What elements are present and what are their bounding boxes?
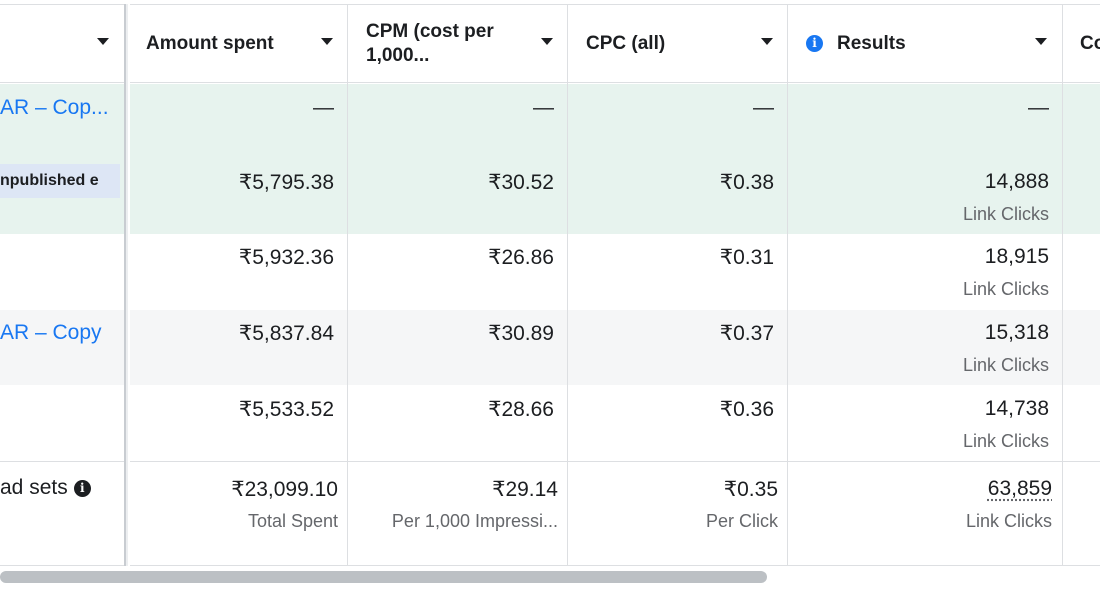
header-next-column[interactable]: Co xyxy=(1080,4,1100,83)
total-cpm-label: Per 1,000 Impressi... xyxy=(392,511,558,532)
amount-spent-value: ₹5,932.36 xyxy=(239,245,334,270)
total-cpm: ₹29.14 xyxy=(492,477,558,502)
total-cpc: ₹0.35 xyxy=(724,477,778,502)
total-results[interactable]: 63,859 xyxy=(988,477,1052,501)
results-value: 14,888 xyxy=(985,170,1049,194)
results-caret-icon[interactable] xyxy=(1035,38,1047,45)
header-amount-spent[interactable]: Amount spent xyxy=(146,4,274,83)
cpc-value: ₹0.37 xyxy=(720,321,774,346)
results-type: Link Clicks xyxy=(963,204,1049,225)
results-value: 15,318 xyxy=(985,321,1049,345)
cpm-caret-icon[interactable] xyxy=(541,38,553,45)
header-label: Co xyxy=(1080,32,1100,56)
cpm-value: ₹30.52 xyxy=(488,170,554,195)
horizontal-scrollbar-thumb[interactable] xyxy=(0,571,767,583)
amount-spent-caret-icon[interactable] xyxy=(321,38,333,45)
cpc-value: ₹0.36 xyxy=(720,397,774,422)
total-amount-spent-label: Total Spent xyxy=(248,511,338,532)
amount-spent-value: ₹5,837.84 xyxy=(239,321,334,346)
amount-spent-value: ₹5,533.52 xyxy=(239,397,334,422)
results-type: Link Clicks xyxy=(963,279,1049,300)
header-label: CPC (all) xyxy=(586,32,665,56)
cpc-value: ₹0.31 xyxy=(720,245,774,270)
column-divider xyxy=(347,4,348,566)
info-icon[interactable]: i xyxy=(806,35,823,52)
summary-label: ad sets i xyxy=(0,476,91,500)
results-type: Link Clicks xyxy=(963,431,1049,452)
header-label: Amount spent xyxy=(146,32,274,56)
pinned-column-divider[interactable] xyxy=(124,4,130,566)
name-column-sort-caret-icon[interactable] xyxy=(97,38,109,45)
header-results[interactable]: i Results xyxy=(806,4,906,83)
column-divider xyxy=(567,4,568,566)
results-value: 18,915 xyxy=(985,245,1049,269)
results-value: 14,738 xyxy=(985,397,1049,421)
column-divider xyxy=(787,4,788,566)
ad-set-name-link[interactable]: AR – Cop... xyxy=(0,96,109,120)
header-cpc[interactable]: CPC (all) xyxy=(586,4,665,83)
ad-set-name-link[interactable]: AR – Copy xyxy=(0,321,102,345)
total-results-label: Link Clicks xyxy=(966,511,1052,532)
summary-label-text: ad sets xyxy=(0,476,68,500)
cpm-value: — xyxy=(533,96,554,120)
cpm-value: ₹28.66 xyxy=(488,397,554,422)
header-label: Results xyxy=(837,32,906,56)
header-label-line2: 1,000... xyxy=(366,44,429,68)
results-value: — xyxy=(1028,96,1049,120)
cpm-value: ₹26.86 xyxy=(488,245,554,270)
unpublished-edits-badge: npublished e xyxy=(0,164,120,198)
info-icon[interactable]: i xyxy=(74,480,91,497)
amount-spent-value: — xyxy=(313,96,334,120)
results-type: Link Clicks xyxy=(963,355,1049,376)
total-amount-spent: ₹23,099.10 xyxy=(231,477,338,502)
amount-spent-value: ₹5,795.38 xyxy=(239,170,334,195)
column-divider xyxy=(1062,4,1063,566)
cpc-caret-icon[interactable] xyxy=(761,38,773,45)
cpm-value: ₹30.89 xyxy=(488,321,554,346)
header-label-line1: CPM (cost per xyxy=(366,20,494,44)
cpc-value: — xyxy=(753,96,774,120)
cpc-value: ₹0.38 xyxy=(720,170,774,195)
total-cpc-label: Per Click xyxy=(706,511,778,532)
header-cpm[interactable]: CPM (cost per 1,000... xyxy=(366,4,494,83)
